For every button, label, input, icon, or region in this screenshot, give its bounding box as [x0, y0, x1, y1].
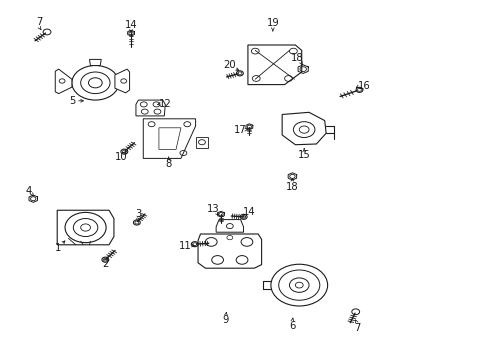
Circle shape	[72, 66, 119, 100]
Text: 14: 14	[243, 207, 255, 217]
Text: 5: 5	[69, 96, 76, 106]
Polygon shape	[282, 112, 325, 145]
Polygon shape	[115, 69, 129, 93]
Text: 7: 7	[353, 323, 360, 333]
Polygon shape	[247, 45, 301, 85]
Text: 2: 2	[102, 258, 108, 269]
Polygon shape	[143, 119, 195, 158]
Text: 1: 1	[54, 243, 61, 253]
Text: 18: 18	[285, 182, 298, 192]
Polygon shape	[195, 137, 207, 148]
Polygon shape	[57, 210, 114, 245]
Text: 3: 3	[135, 209, 141, 219]
Text: 15: 15	[297, 150, 310, 160]
Polygon shape	[136, 100, 165, 116]
Circle shape	[270, 264, 327, 306]
Circle shape	[65, 212, 106, 243]
Text: 12: 12	[159, 99, 171, 109]
Text: 16: 16	[357, 81, 370, 91]
Text: 11: 11	[178, 240, 191, 251]
Polygon shape	[55, 69, 72, 94]
Polygon shape	[89, 59, 101, 66]
Text: 13: 13	[206, 204, 219, 214]
Text: 20: 20	[223, 60, 236, 70]
Polygon shape	[216, 220, 243, 232]
Polygon shape	[198, 234, 261, 268]
Text: 4: 4	[25, 186, 31, 196]
Text: 18: 18	[290, 53, 303, 63]
Text: 14: 14	[124, 20, 137, 30]
Text: 7: 7	[36, 17, 42, 27]
Text: 17: 17	[234, 125, 246, 135]
Text: 8: 8	[165, 159, 171, 169]
Text: 10: 10	[115, 152, 127, 162]
Text: 9: 9	[222, 315, 229, 325]
Text: 19: 19	[266, 18, 279, 28]
Text: 6: 6	[288, 321, 295, 331]
